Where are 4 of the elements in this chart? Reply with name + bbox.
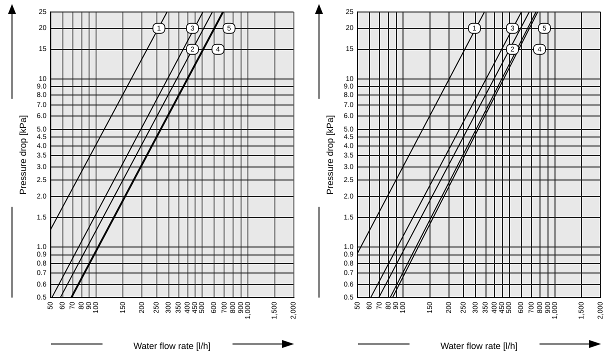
x-axis-title: Water flow rate [l/h] <box>133 341 211 352</box>
x-axis-title: Water flow rate [l/h] <box>440 341 518 352</box>
y-axis-title: Pressure drop [kPa] <box>18 115 28 195</box>
y-axis-title: Pressure drop [kPa] <box>324 115 335 195</box>
